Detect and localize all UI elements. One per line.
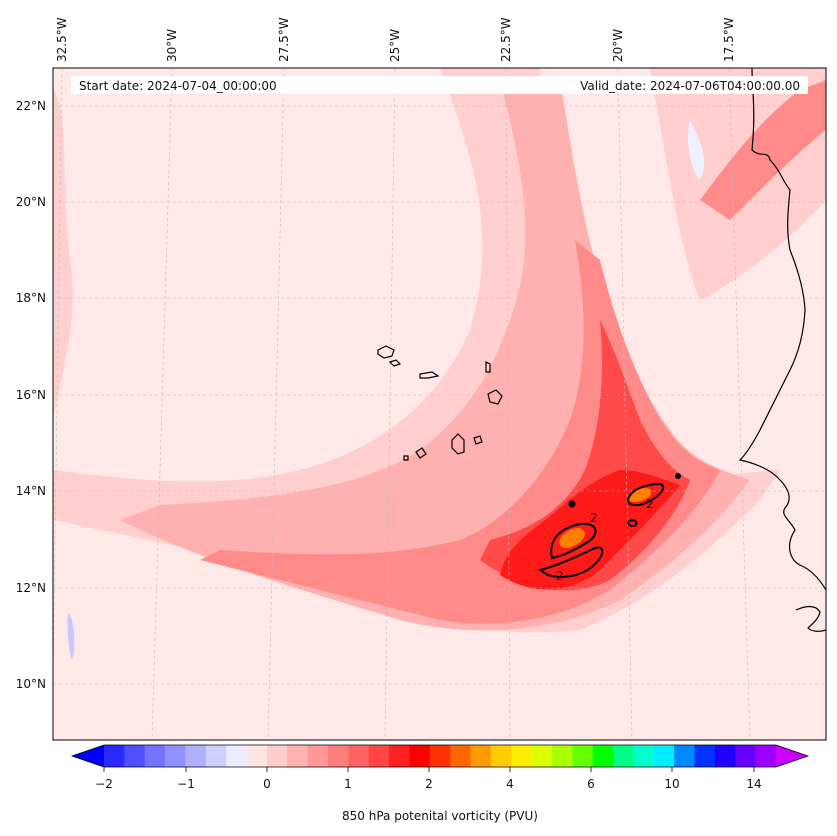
contour-label-b: 2 <box>556 569 564 583</box>
colorbar-cell <box>165 745 186 767</box>
colorbar-cell <box>144 745 166 767</box>
lon-label: 27.5°W <box>277 17 291 62</box>
lon-label: 32.5°W <box>55 17 69 62</box>
lat-label: 16°N <box>16 388 46 402</box>
island-sao-nicolau <box>419 371 440 379</box>
colorbar-cell <box>531 745 553 767</box>
lat-label: 20°N <box>16 195 46 209</box>
island-sao-vicente <box>388 359 402 367</box>
colorbar-tick-label: −2 <box>95 777 113 791</box>
pv-field-negative-north <box>688 120 705 180</box>
africa-coastline <box>738 68 826 591</box>
pv-contour-2 <box>537 473 681 578</box>
colorbar-arrow-low <box>72 745 104 767</box>
island-fogo <box>415 447 427 459</box>
colorbar-cell <box>470 745 492 767</box>
colorbar-tick-label: 10 <box>664 777 679 791</box>
colorbar: −2 −1 0 1 2 4 6 10 14 850 hPa potenital … <box>70 744 810 823</box>
valid-date-text: Valid_date: 2024-07-06T04:00:00.00 <box>580 79 800 93</box>
colorbar-cell <box>185 745 207 767</box>
island-brava <box>403 455 409 461</box>
colorbar-tick-label: 1 <box>344 777 352 791</box>
colorbar-tick-label: 14 <box>746 777 761 791</box>
start-date-text: Start date: 2024-07-04_00:00:00 <box>79 79 277 93</box>
colorbar-cell <box>592 745 614 767</box>
lon-label: 30°W <box>165 29 179 62</box>
colorbar-cell <box>552 745 573 767</box>
colorbar-cell <box>205 745 227 767</box>
lat-label: 18°N <box>16 291 46 305</box>
latitude-labels: 22°N 20°N 18°N 16°N 14°N 12°N 10°N <box>16 99 46 691</box>
colorbar-arrow-high <box>776 745 808 767</box>
colorbar-cell <box>613 745 634 767</box>
colorbar-cell <box>429 745 451 767</box>
colorbar-cell <box>653 745 675 767</box>
gridlines <box>53 68 826 740</box>
colorbar-cell <box>124 745 146 767</box>
contour-label-a: 2 <box>590 511 598 525</box>
contour-loop-1 <box>550 522 597 560</box>
cape-verde-islands <box>377 345 503 461</box>
colorbar-tick-label: 0 <box>263 777 271 791</box>
island-santiago <box>451 433 465 455</box>
longitude-labels: 32.5°W 30°W 27.5°W 25°W 22.5°W 20°W 17.5… <box>55 17 736 62</box>
colorbar-tick-label: 4 <box>506 777 514 791</box>
date-header <box>71 76 808 94</box>
colorbar-cell <box>389 745 410 767</box>
colorbar-cell <box>287 745 309 767</box>
colorbar-cell <box>328 745 349 767</box>
island-sal <box>485 361 491 373</box>
colorbar-tick-label: −1 <box>177 777 195 791</box>
colorbar-tick-label: 2 <box>425 777 433 791</box>
colorbar-cell <box>490 745 512 767</box>
colorbar-cell <box>694 745 716 767</box>
colorbar-cell <box>348 745 370 767</box>
contour-loop-3 <box>626 482 665 507</box>
map-frame <box>52 67 827 741</box>
colorbar-cell <box>104 745 125 767</box>
island-santo-antao <box>377 345 395 359</box>
colorbar-ticks <box>103 767 755 772</box>
colorbar-cell <box>511 745 533 767</box>
pv-field-light-west <box>53 90 73 420</box>
colorbar-cell <box>735 745 757 767</box>
lat-label: 14°N <box>16 484 46 498</box>
colorbar-cell <box>714 745 736 767</box>
colorbar-cell <box>226 745 248 767</box>
colorbar-cell <box>266 745 288 767</box>
contour-loop-2 <box>537 546 604 578</box>
colorbar-label: 850 hPa potenital vorticity (PVU) <box>342 809 538 823</box>
colorbar-cell <box>368 745 390 767</box>
lon-label: 25°W <box>388 29 402 62</box>
colorbar-cell <box>572 745 594 767</box>
island-maio <box>473 435 483 445</box>
colorbar-cell <box>246 745 268 767</box>
colorbar-cell <box>633 745 655 767</box>
colorbar-cell <box>450 745 472 767</box>
colorbar-cell <box>307 745 329 767</box>
pv-field-negative-west <box>67 612 75 660</box>
contour-dot-2 <box>675 473 681 479</box>
pv-core-orange-1 <box>559 528 585 548</box>
colorbar-tick-label: 6 <box>587 777 595 791</box>
contour-dot-1 <box>568 500 576 508</box>
africa-coast-detail <box>795 605 826 632</box>
colorbar-cells <box>104 745 777 767</box>
lon-label: 20°W <box>611 29 625 62</box>
colorbar-cell <box>674 745 696 767</box>
lat-label: 12°N <box>16 581 46 595</box>
pv-field-strong-ne <box>700 80 826 220</box>
colorbar-cell <box>755 745 777 767</box>
colorbar-cell <box>409 745 431 767</box>
lat-label: 22°N <box>16 99 46 113</box>
lat-label: 10°N <box>16 677 46 691</box>
lon-label: 17.5°W <box>722 17 736 62</box>
contour-label-c: 2 <box>646 497 654 511</box>
map-panel: 2 2 2 <box>53 68 826 740</box>
contour-small <box>626 519 638 527</box>
lon-label: 22.5°W <box>499 17 513 62</box>
island-boa-vista <box>487 389 503 405</box>
